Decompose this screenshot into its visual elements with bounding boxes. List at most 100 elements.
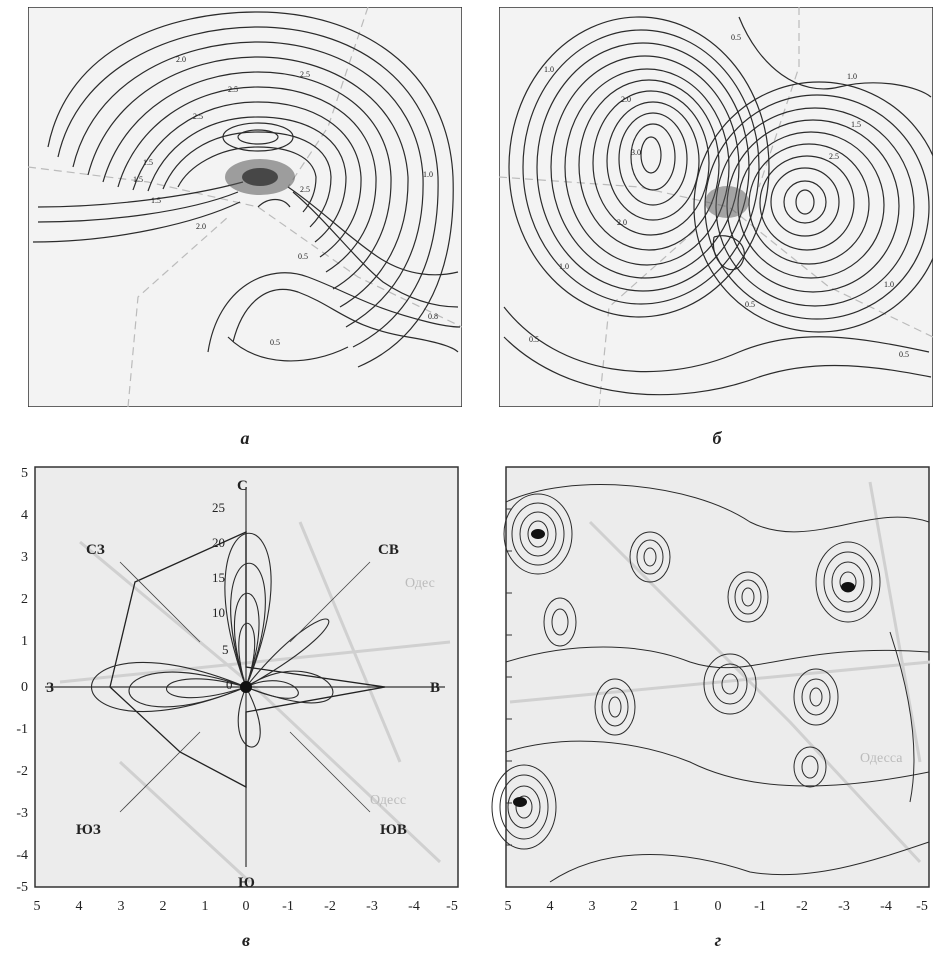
svg-text:-1: -1 — [754, 899, 766, 914]
svg-text:3: 3 — [589, 899, 596, 914]
svg-text:4: 4 — [547, 899, 554, 914]
cluster-7 — [793, 668, 839, 726]
contour-label: 0.8 — [428, 312, 438, 321]
panel-c-caption: в — [241, 930, 251, 950]
panel-c-lobes — [91, 532, 334, 748]
direction-northwest: СЗ — [86, 542, 105, 558]
panel-a-contour-labels: 2.0 2.5 2.5 2.5 1.5 1.5 2.5 2.0 1.5 1.0 … — [133, 55, 438, 347]
cluster-10 — [543, 597, 577, 647]
contour-label: 0.5 — [529, 335, 539, 344]
direction-northeast: СВ — [378, 542, 399, 558]
contour-label: 0.5 — [298, 252, 308, 261]
svg-text:Одесса: Одесса — [860, 751, 903, 766]
svg-text:0: 0 — [21, 680, 28, 695]
contour-label: 1.0 — [544, 65, 554, 74]
panel-b-caption: б — [712, 428, 722, 448]
radial-tick: 15 — [212, 570, 225, 585]
contour-label: 2.5 — [300, 185, 310, 194]
panel-b-contour-map: 1.0 2.0 3.0 2.0 1.0 0.5 0.5 1.0 1.5 2.5 … — [499, 7, 933, 407]
svg-text:-1: -1 — [282, 899, 294, 914]
panel-d-left-ticks — [506, 508, 512, 846]
svg-text:-4: -4 — [408, 899, 420, 914]
panel-d-caption: г — [714, 930, 722, 950]
panel-a-center-hotspot — [225, 159, 295, 195]
cluster-3 — [727, 571, 769, 623]
contour-label: 2.5 — [829, 152, 839, 161]
svg-text:-2: -2 — [324, 899, 336, 914]
contour-label: 2.0 — [617, 218, 627, 227]
svg-text:-3: -3 — [366, 899, 378, 914]
panel-b-left-lobe — [508, 16, 770, 318]
panel-c-radial-ticks: 25 20 15 10 5 0 — [212, 500, 233, 692]
svg-text:Одесс: Одесс — [370, 793, 406, 808]
direction-south: Ю — [238, 875, 255, 891]
cluster-2 — [629, 531, 671, 583]
radial-tick: 0 — [226, 677, 233, 692]
svg-text:-5: -5 — [916, 899, 928, 914]
panel-c-x-tick-labels: 5 4 3 2 1 0 -1 -2 -3 -4 -5 — [34, 899, 458, 914]
panel-b-contour-labels: 1.0 2.0 3.0 2.0 1.0 0.5 0.5 1.0 1.5 2.5 … — [529, 33, 909, 359]
contour-label: 1.0 — [847, 72, 857, 81]
svg-text:5: 5 — [505, 899, 512, 914]
panel-d-map-text: Одесса — [860, 751, 903, 766]
cluster-9 — [793, 746, 827, 788]
svg-text:1: 1 — [202, 899, 209, 914]
panel-c-diagonals — [119, 561, 371, 813]
contour-label: 2.0 — [196, 222, 206, 231]
panel-d-contour-map: Одесса 5 4 3 2 1 0 -1 -2 -3 -4 -5 — [491, 466, 931, 914]
svg-text:Одес: Одес — [405, 576, 435, 591]
svg-text:2: 2 — [160, 899, 167, 914]
panel-d-hotspots — [513, 529, 855, 807]
svg-text:4: 4 — [76, 899, 83, 914]
contour-label: 2.0 — [621, 95, 631, 104]
panel-a-caption: а — [240, 428, 250, 448]
panel-c-y-tick-labels: 5 4 3 2 1 0 -1 -2 -3 -4 -5 — [16, 466, 28, 895]
panel-a-contour-map: 2.0 2.5 2.5 2.5 1.5 1.5 2.5 2.0 1.5 1.0 … — [28, 7, 462, 407]
contour-label: 0.5 — [731, 33, 741, 42]
panel-c-directional-plot: 25 20 15 10 5 0 С Ю В З СВ СЗ ЮВ ЮЗ Одес… — [16, 466, 459, 914]
panel-b-map-roads — [499, 7, 933, 407]
radial-tick: 20 — [212, 535, 225, 550]
panel-c-map-text: Одес Одесс — [370, 576, 435, 808]
direction-east: В — [430, 680, 440, 696]
panel-b-outer-contours — [503, 16, 932, 396]
svg-text:-1: -1 — [16, 722, 28, 737]
svg-text:0: 0 — [243, 899, 250, 914]
contour-label: 1.5 — [851, 120, 861, 129]
svg-text:5: 5 — [34, 899, 41, 914]
svg-text:5: 5 — [21, 466, 28, 481]
cluster-5 — [594, 678, 636, 736]
contour-label: 2.5 — [193, 112, 203, 121]
contour-label: 2.0 — [176, 55, 186, 64]
contour-label: 0.5 — [899, 350, 909, 359]
svg-text:-4: -4 — [16, 848, 28, 863]
panel-c-direction-labels: С Ю В З СВ СЗ ЮВ ЮЗ — [46, 478, 440, 891]
contour-label: 3.0 — [631, 148, 641, 157]
svg-text:1: 1 — [673, 899, 680, 914]
direction-southwest: ЮЗ — [76, 822, 101, 838]
radial-tick: 5 — [222, 642, 229, 657]
contour-label: 1.0 — [423, 170, 433, 179]
contour-label: 1.5 — [151, 196, 161, 205]
cluster-8 — [491, 764, 557, 850]
contour-label: 1.5 — [143, 158, 153, 167]
svg-text:-4: -4 — [880, 899, 892, 914]
svg-text:-2: -2 — [16, 764, 28, 779]
panel-c-center-marker — [240, 681, 252, 693]
svg-text:2: 2 — [21, 592, 28, 607]
direction-west: З — [46, 680, 54, 696]
cluster-6 — [703, 653, 757, 715]
radial-tick: 10 — [212, 605, 225, 620]
svg-text:2: 2 — [631, 899, 638, 914]
svg-text:-5: -5 — [446, 899, 458, 914]
cluster-1 — [503, 493, 573, 575]
svg-text:-3: -3 — [838, 899, 850, 914]
svg-text:-5: -5 — [16, 880, 28, 895]
panel-c-rose-polygon — [109, 530, 386, 789]
panel-a-contours — [32, 11, 461, 368]
panel-a-map-roads — [28, 7, 462, 407]
svg-text:4: 4 — [21, 508, 28, 523]
svg-text:-2: -2 — [796, 899, 808, 914]
contour-label: 1.0 — [559, 262, 569, 271]
radial-tick: 25 — [212, 500, 225, 515]
